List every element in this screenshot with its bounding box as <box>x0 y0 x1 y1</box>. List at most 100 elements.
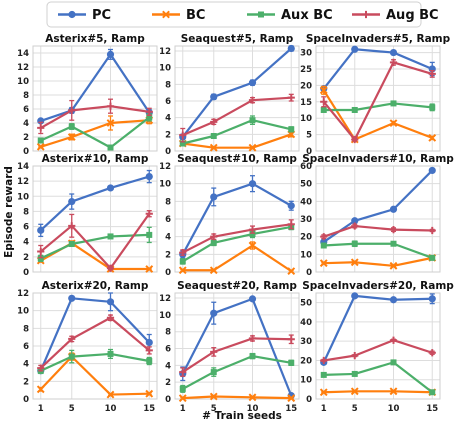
legend-label: Aug BC <box>386 8 439 23</box>
data-point <box>287 44 295 53</box>
y-tick-label: 6 <box>23 342 29 352</box>
plot-frame <box>315 165 441 273</box>
panel-title: SpaceInvaders#10, Ramp <box>302 153 454 165</box>
series <box>320 100 436 113</box>
y-tick-label: 4 <box>23 119 29 129</box>
y-tick-label: 8 <box>23 91 29 101</box>
y-tick-label: 10 <box>159 180 171 190</box>
data-point <box>288 359 295 366</box>
y-tick-label: 0 <box>165 147 171 157</box>
data-point <box>209 143 218 152</box>
legend-item: Aug BC <box>352 8 439 23</box>
data-point <box>351 222 359 230</box>
data-point <box>389 387 398 396</box>
x-axis-label: # Train seeds <box>202 410 282 422</box>
y-tick-label: 0 <box>306 268 312 278</box>
series <box>36 115 154 151</box>
y-tick-label: 4 <box>165 361 171 371</box>
data-point <box>351 352 359 360</box>
series-line <box>181 297 293 397</box>
data-point <box>107 350 114 357</box>
data-point <box>68 106 76 114</box>
legend: PC BC Aux BC Aug BC <box>46 1 439 28</box>
y-tick-label: 12 <box>17 289 29 299</box>
x-tick-label: 1 <box>321 404 327 414</box>
y-tick-label: 50 <box>300 299 312 309</box>
x-tick-label: 5 <box>69 404 75 414</box>
data-point <box>107 144 114 151</box>
data-point <box>210 239 217 246</box>
y-tick-label: 12 <box>17 63 29 73</box>
y-tick-label: 2 <box>165 250 171 260</box>
data-point <box>389 336 398 344</box>
legend-label: Aux BC <box>281 8 333 23</box>
data-point <box>428 349 436 357</box>
data-point <box>145 389 154 398</box>
data-point <box>145 108 153 116</box>
data-point <box>106 390 115 399</box>
data-point <box>179 248 187 257</box>
series-line <box>182 354 292 390</box>
panel: 0 2 4 6 8 10 12 14 Asterix#10, Ramp <box>17 153 158 278</box>
series-line <box>322 89 433 141</box>
data-point <box>351 370 358 377</box>
panel: 0 2 4 6 8 10 12 Seaquest#5, Ramp <box>159 33 300 157</box>
y-tick-label: 10 <box>17 77 29 87</box>
series <box>178 392 296 403</box>
panel: 0 2 4 6 8 10 12 14 Asterix#5, Ramp <box>17 33 158 157</box>
panel-title: Asterix#10, Ramp <box>42 153 149 165</box>
data-point <box>210 133 217 139</box>
data-point <box>351 217 359 225</box>
series-line <box>181 182 292 255</box>
x-tick-label: 15 <box>143 404 155 414</box>
series <box>37 113 153 151</box>
y-tick-label: 30 <box>300 215 312 225</box>
x-tick-label: 1 <box>38 404 44 414</box>
plot-frame <box>174 165 300 273</box>
y-tick-label: 2 <box>165 378 171 388</box>
data-point <box>178 394 187 403</box>
x-tick-label: 15 <box>426 404 438 414</box>
data-point <box>37 124 45 132</box>
data-point <box>351 106 358 113</box>
y-tick-label: 8 <box>165 80 171 90</box>
y-tick-label: 6 <box>165 345 171 355</box>
series-line <box>181 47 292 138</box>
data-point <box>106 264 115 272</box>
y-tick-label: 0 <box>23 268 29 278</box>
panel: 0 5 10 15 20 25 30 SpaceInvaders#5, Ramp <box>300 33 450 157</box>
data-point <box>288 126 295 133</box>
panel: 0 2 4 6 8 10 12 Seaquest#10, Ramp <box>159 153 300 278</box>
y-tick-label: 2 <box>165 130 171 140</box>
data-point <box>37 364 45 372</box>
legend-item: Aux BC <box>247 8 333 23</box>
data-point <box>249 353 256 360</box>
series-line <box>323 256 433 267</box>
data-point <box>36 142 45 151</box>
series <box>179 334 295 377</box>
series <box>320 222 436 241</box>
plot-frame <box>315 292 441 400</box>
data-point <box>248 393 257 402</box>
x-tick-label: 10 <box>105 404 117 414</box>
data-point <box>68 294 76 302</box>
y-tick-label: 10 <box>300 376 312 386</box>
data-point <box>248 334 257 343</box>
y-tick-label: 10 <box>300 114 312 124</box>
data-point <box>37 247 45 256</box>
y-tick-label: 10 <box>17 192 29 202</box>
series-line <box>323 102 433 112</box>
y-tick-label: 40 <box>300 318 312 328</box>
data-point <box>428 70 436 78</box>
series <box>37 169 153 238</box>
data-point <box>287 202 295 210</box>
series-line <box>182 395 292 400</box>
data-point <box>37 137 44 144</box>
y-tick-label: 20 <box>300 233 312 243</box>
data-point <box>248 79 257 87</box>
data-point <box>145 210 153 218</box>
y-tick-label: 30 <box>300 337 312 347</box>
legend-marker <box>68 10 76 19</box>
data-point <box>320 371 327 378</box>
